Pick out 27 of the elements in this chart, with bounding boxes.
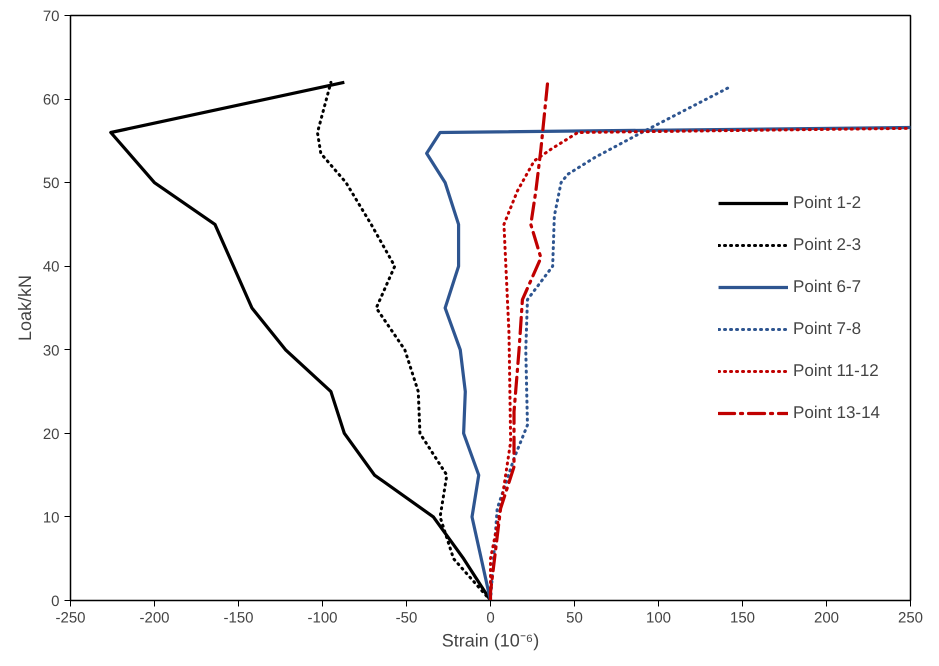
legend-label: Point 6-7 <box>793 276 862 296</box>
y-tick-label: 30 <box>42 342 60 360</box>
x-tick-label: -100 <box>307 610 338 626</box>
legend-label: Point 11-12 <box>793 360 879 380</box>
x-tick-label: -50 <box>396 610 418 626</box>
x-tick-label: 0 <box>486 610 495 626</box>
x-tick-label: 100 <box>646 610 672 626</box>
y-tick-label: 40 <box>42 258 60 276</box>
x-tick-label: 50 <box>566 610 583 626</box>
x-tick-label: 150 <box>730 610 756 626</box>
legend-label: Point 1-2 <box>793 192 862 212</box>
y-tick-label: 20 <box>42 426 60 443</box>
x-tick-label: 250 <box>898 610 924 626</box>
y-axis-title: Loak/kN <box>14 274 35 342</box>
y-tick-label: 0 <box>51 593 60 610</box>
x-tick-label: -200 <box>139 610 170 626</box>
x-tick-label: -150 <box>223 610 254 626</box>
y-tick-label: 50 <box>42 175 60 192</box>
legend-label: Point 2-3 <box>793 234 862 254</box>
y-tick-label: 70 <box>42 8 60 25</box>
x-tick-label: -250 <box>55 610 86 626</box>
x-tick-label: 200 <box>814 610 840 626</box>
y-tick-label: 10 <box>42 509 60 526</box>
y-tick-label: 60 <box>42 92 60 109</box>
x-axis-title: Strain (10⁻⁶) <box>442 630 540 650</box>
legend-label: Point 7-8 <box>793 318 862 338</box>
legend-label: Point 13-14 <box>793 402 880 422</box>
